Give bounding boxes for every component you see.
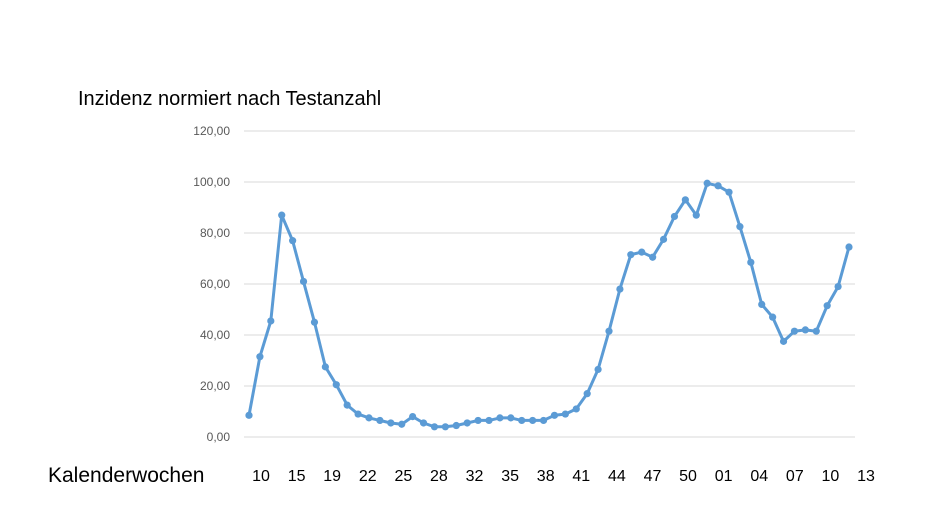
x-tick-label: 04	[750, 468, 768, 485]
data-point	[387, 419, 395, 427]
x-tick-label: 25	[394, 468, 412, 485]
data-point	[485, 416, 493, 425]
data-point	[681, 196, 689, 204]
x-tick-label: 44	[608, 468, 626, 485]
data-point	[409, 413, 417, 421]
data-point	[714, 182, 722, 190]
data-point	[474, 416, 482, 425]
y-axis-ticks: 0,00 20,00 40,00 60,00 80,00 100,00 120,00	[193, 124, 230, 444]
x-tick-label: 22	[359, 468, 377, 485]
data-point	[507, 414, 515, 422]
data-point	[769, 313, 777, 321]
data-point	[539, 416, 548, 425]
data-point	[321, 363, 329, 371]
data-point	[627, 251, 635, 259]
data-point	[376, 416, 384, 425]
data-point	[245, 411, 253, 419]
data-point	[310, 318, 319, 326]
data-point	[332, 381, 340, 389]
data-point	[452, 421, 460, 430]
y-tick-label: 80,00	[200, 226, 230, 240]
data-point	[659, 235, 668, 243]
data-point	[343, 401, 351, 409]
series-layer	[245, 179, 853, 431]
data-point	[561, 410, 569, 418]
y-tick-label: 20,00	[200, 379, 230, 393]
data-point	[278, 211, 286, 219]
data-point	[823, 302, 831, 310]
x-tick-label: 19	[323, 468, 341, 485]
data-point	[834, 282, 842, 291]
data-point	[812, 327, 820, 335]
data-point	[801, 326, 809, 334]
x-tick-label: 41	[572, 468, 590, 485]
gridlines	[244, 130, 855, 438]
x-axis-ticks: 10 15 19 22 25 28 32 35 38 41 44 47 50 01 04 07 10 13	[252, 468, 875, 485]
data-point	[430, 423, 439, 431]
data-point	[398, 420, 406, 428]
x-tick-label: 13	[857, 468, 875, 485]
x-tick-label: 10	[252, 468, 270, 485]
data-point	[550, 411, 559, 419]
data-point	[638, 248, 646, 256]
x-tick-label: 35	[501, 468, 519, 485]
data-point	[572, 405, 580, 413]
x-tick-label: 28	[430, 468, 448, 485]
data-point	[256, 353, 264, 361]
data-point	[670, 212, 679, 221]
data-point	[299, 277, 308, 286]
y-tick-label: 60,00	[200, 277, 230, 291]
chart-title: Inzidenz normiert nach Testanzahl	[78, 88, 381, 110]
data-point	[605, 327, 613, 335]
data-point	[365, 414, 373, 422]
x-tick-label: 38	[537, 468, 555, 485]
data-point	[441, 423, 449, 431]
data-point	[289, 237, 297, 245]
data-point	[496, 414, 504, 422]
x-tick-label: 47	[644, 468, 662, 485]
data-point	[463, 419, 471, 427]
x-tick-label: 32	[466, 468, 484, 485]
data-point	[747, 258, 755, 266]
data-point	[649, 253, 657, 261]
x-axis-label: Kalenderwochen	[48, 464, 204, 487]
y-tick-label: 40,00	[200, 328, 230, 342]
data-point	[779, 337, 788, 345]
data-point	[529, 416, 537, 425]
data-point	[616, 285, 624, 293]
data-point	[703, 179, 711, 187]
data-point	[518, 416, 526, 425]
data-point	[583, 390, 591, 398]
y-tick-label: 0,00	[207, 430, 231, 444]
data-point	[758, 300, 766, 308]
data-point	[790, 327, 799, 335]
data-point	[736, 223, 744, 231]
y-tick-label: 120,00	[193, 124, 230, 138]
y-tick-label: 100,00	[193, 175, 230, 189]
data-point	[845, 243, 853, 251]
data-point	[725, 188, 733, 196]
data-point	[594, 365, 602, 374]
x-tick-label: 07	[786, 468, 804, 485]
x-tick-label: 50	[679, 468, 697, 485]
data-point	[354, 410, 362, 418]
data-point	[267, 317, 275, 325]
x-tick-label: 10	[822, 468, 840, 485]
x-tick-label: 15	[288, 468, 306, 485]
x-tick-label: 01	[715, 468, 733, 485]
data-point	[419, 419, 428, 427]
data-point	[692, 211, 700, 219]
